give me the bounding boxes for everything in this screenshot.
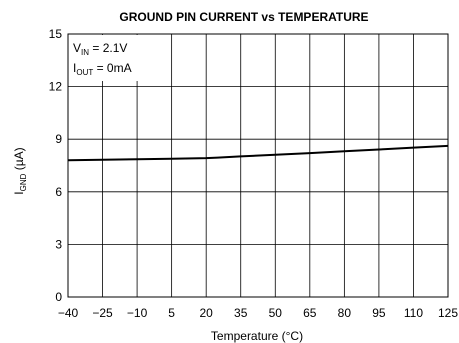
x-tick-label: 35 bbox=[234, 306, 248, 320]
y-tick-label: 9 bbox=[55, 132, 62, 146]
tick-labels: −40 −25 −10 5 20 35 50 65 80 95 110 125 0 3 6 9 12 15 bbox=[49, 27, 459, 320]
x-tick-label: −10 bbox=[127, 306, 148, 320]
x-tick-label: −25 bbox=[92, 306, 113, 320]
x-tick-label: 20 bbox=[200, 306, 214, 320]
annotation-background bbox=[69, 35, 147, 81]
y-tick-label: 3 bbox=[55, 237, 62, 251]
annotation-label: IOUT = 0mA bbox=[73, 61, 132, 77]
series-line bbox=[67, 144, 449, 162]
annotation-label: VIN = 2.1V bbox=[73, 41, 127, 57]
chart-title: GROUND PIN CURRENT vs TEMPERATURE bbox=[119, 10, 368, 24]
y-tick-label: 6 bbox=[55, 185, 62, 199]
x-tick-label: 110 bbox=[404, 306, 423, 320]
annotations: VIN = 2.1V IOUT = 0mA bbox=[69, 35, 147, 81]
x-tick-label: 95 bbox=[372, 306, 386, 320]
x-tick-label: 5 bbox=[168, 306, 175, 320]
series-group bbox=[67, 144, 449, 162]
y-tick-label: 12 bbox=[49, 80, 63, 94]
y-axis-label: IGND (µA) bbox=[12, 147, 28, 194]
x-tick-label: −40 bbox=[58, 306, 79, 320]
x-tick-label: 125 bbox=[438, 306, 458, 320]
y-tick-label: 15 bbox=[49, 27, 63, 41]
x-tick-label: 80 bbox=[338, 306, 352, 320]
x-axis-label: Temperature (°C) bbox=[211, 329, 303, 343]
y-tick-label: 0 bbox=[55, 290, 62, 304]
x-tick-label: 65 bbox=[303, 306, 317, 320]
x-tick-label: 50 bbox=[269, 306, 283, 320]
plot-frame bbox=[67, 33, 449, 298]
